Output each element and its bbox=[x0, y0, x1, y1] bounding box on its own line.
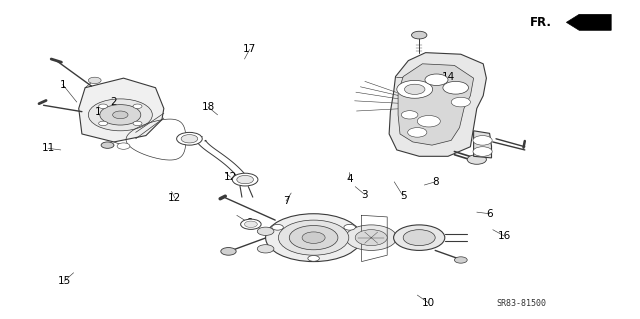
Circle shape bbox=[394, 225, 445, 250]
Text: 4: 4 bbox=[346, 174, 353, 184]
Circle shape bbox=[177, 132, 202, 145]
Text: 18: 18 bbox=[202, 102, 214, 112]
Text: 12: 12 bbox=[168, 193, 181, 203]
Circle shape bbox=[133, 121, 142, 126]
Text: 16: 16 bbox=[498, 231, 511, 241]
Text: 7: 7 bbox=[283, 196, 289, 206]
Circle shape bbox=[99, 121, 108, 126]
Polygon shape bbox=[79, 78, 164, 142]
Polygon shape bbox=[566, 14, 611, 30]
Text: 8: 8 bbox=[432, 177, 438, 187]
Circle shape bbox=[88, 77, 101, 84]
Circle shape bbox=[101, 142, 114, 148]
Circle shape bbox=[397, 80, 433, 98]
Text: 3: 3 bbox=[362, 189, 368, 200]
Circle shape bbox=[99, 104, 108, 108]
Text: 17: 17 bbox=[243, 44, 256, 55]
Circle shape bbox=[412, 31, 427, 39]
Circle shape bbox=[355, 230, 387, 246]
Circle shape bbox=[241, 219, 261, 229]
Circle shape bbox=[454, 257, 467, 263]
Circle shape bbox=[401, 111, 418, 119]
Circle shape bbox=[257, 245, 274, 253]
Text: 2: 2 bbox=[111, 97, 117, 107]
Circle shape bbox=[88, 99, 152, 131]
Text: 9: 9 bbox=[246, 218, 253, 228]
Circle shape bbox=[266, 214, 362, 262]
Circle shape bbox=[404, 84, 425, 94]
Circle shape bbox=[443, 81, 468, 94]
Circle shape bbox=[257, 227, 274, 235]
Circle shape bbox=[113, 111, 128, 119]
Polygon shape bbox=[474, 131, 492, 158]
Text: 5: 5 bbox=[400, 191, 406, 201]
Circle shape bbox=[344, 225, 355, 230]
Circle shape bbox=[100, 105, 141, 125]
Text: 11: 11 bbox=[42, 143, 54, 153]
Text: 10: 10 bbox=[422, 298, 435, 308]
Circle shape bbox=[403, 230, 435, 246]
Circle shape bbox=[408, 128, 427, 137]
Circle shape bbox=[467, 155, 486, 164]
Circle shape bbox=[473, 136, 492, 145]
Text: 13: 13 bbox=[95, 107, 108, 117]
Polygon shape bbox=[398, 64, 474, 145]
Text: 12: 12 bbox=[224, 172, 237, 182]
Text: SR83-81500: SR83-81500 bbox=[497, 299, 547, 308]
Circle shape bbox=[451, 97, 470, 107]
Circle shape bbox=[117, 143, 130, 149]
Circle shape bbox=[244, 221, 257, 227]
Circle shape bbox=[417, 115, 440, 127]
Circle shape bbox=[473, 147, 492, 156]
Circle shape bbox=[272, 225, 284, 230]
Circle shape bbox=[302, 232, 325, 243]
Circle shape bbox=[425, 74, 448, 85]
Circle shape bbox=[232, 173, 258, 186]
Circle shape bbox=[289, 226, 338, 250]
Circle shape bbox=[181, 135, 198, 143]
Circle shape bbox=[237, 175, 253, 184]
Circle shape bbox=[308, 256, 319, 261]
Circle shape bbox=[278, 220, 349, 255]
Text: FR.: FR. bbox=[530, 16, 552, 29]
Circle shape bbox=[133, 104, 142, 108]
Text: 14: 14 bbox=[442, 71, 454, 82]
Polygon shape bbox=[389, 53, 486, 156]
Circle shape bbox=[221, 248, 236, 255]
Circle shape bbox=[346, 225, 397, 250]
Text: 15: 15 bbox=[58, 276, 70, 286]
Text: 1: 1 bbox=[60, 79, 66, 90]
Text: 6: 6 bbox=[486, 209, 493, 219]
